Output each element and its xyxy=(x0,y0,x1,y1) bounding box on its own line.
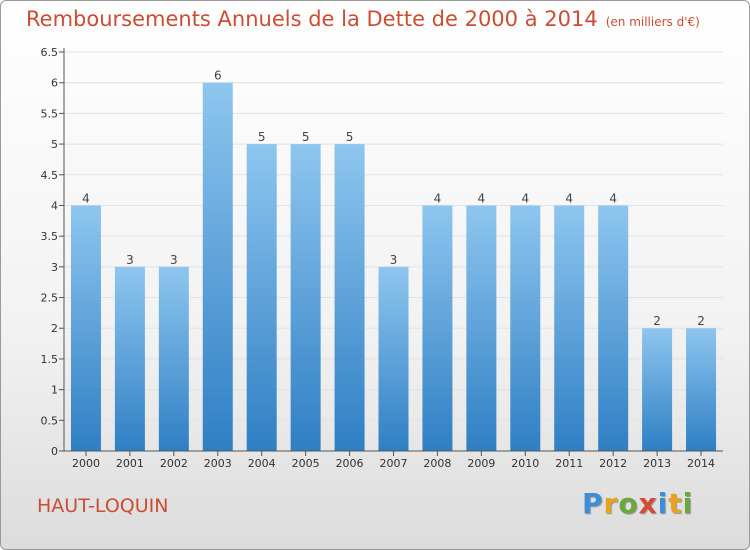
data-label: 4 xyxy=(565,191,573,205)
y-tick-label: 3 xyxy=(51,261,58,274)
y-tick-label: 6 xyxy=(51,77,58,90)
bar-2001 xyxy=(114,266,145,451)
bar-2014 xyxy=(686,328,717,451)
proxiti-logo: Proxiti xyxy=(582,487,694,520)
y-tick-label: 4.5 xyxy=(41,169,59,182)
data-label: 2 xyxy=(697,314,705,328)
y-tick-label: 5.5 xyxy=(41,107,59,120)
x-tick-label: 2010 xyxy=(511,457,539,470)
x-tick-label: 2009 xyxy=(467,457,495,470)
bar-2003 xyxy=(202,82,233,451)
data-label: 4 xyxy=(434,191,442,205)
y-tick-label: 2 xyxy=(51,322,58,335)
x-tick-label: 2003 xyxy=(204,457,232,470)
data-label: 4 xyxy=(82,191,90,205)
y-tick-label: 0.5 xyxy=(41,414,59,427)
y-tick-label: 1.5 xyxy=(41,353,59,366)
x-tick-label: 2013 xyxy=(643,457,671,470)
data-label: 2 xyxy=(653,314,661,328)
x-tick-label: 2007 xyxy=(380,457,408,470)
data-label: 5 xyxy=(346,130,354,144)
bar-2012 xyxy=(598,205,629,451)
data-label: 3 xyxy=(170,253,178,267)
y-tick-label: 6.5 xyxy=(41,46,59,59)
bar-2005 xyxy=(290,144,321,452)
bar-2006 xyxy=(334,144,365,452)
bar-2002 xyxy=(158,266,189,451)
y-tick-label: 4 xyxy=(51,199,58,212)
chart-title-text: Remboursements Annuels de la Dette de 20… xyxy=(26,7,598,31)
x-tick-label: 2001 xyxy=(116,457,144,470)
x-tick-label: 2000 xyxy=(72,457,100,470)
x-tick-label: 2011 xyxy=(555,457,583,470)
bar-2004 xyxy=(246,144,277,452)
bar-2009 xyxy=(466,205,497,451)
x-tick-label: 2004 xyxy=(248,457,276,470)
bar-2010 xyxy=(510,205,541,451)
chart-subtitle: (en milliers d'€) xyxy=(605,15,700,29)
x-tick-label: 2014 xyxy=(687,457,715,470)
y-tick-label: 1 xyxy=(51,384,58,397)
y-tick-label: 5 xyxy=(51,138,58,151)
x-tick-label: 2008 xyxy=(423,457,451,470)
x-tick-label: 2005 xyxy=(292,457,320,470)
y-tick-label: 3.5 xyxy=(41,230,59,243)
data-label: 3 xyxy=(126,253,134,267)
bar-2008 xyxy=(422,205,453,451)
data-label: 4 xyxy=(609,191,617,205)
bar-2000 xyxy=(70,205,101,451)
bar-2013 xyxy=(642,328,673,451)
data-label: 4 xyxy=(521,191,529,205)
data-label: 5 xyxy=(258,130,266,144)
data-label: 6 xyxy=(214,69,222,83)
data-label: 5 xyxy=(302,130,310,144)
x-tick-label: 2006 xyxy=(336,457,364,470)
chart-title: Remboursements Annuels de la Dette de 20… xyxy=(26,7,700,31)
data-label: 3 xyxy=(390,253,398,267)
y-tick-label: 2.5 xyxy=(41,292,59,305)
x-tick-label: 2002 xyxy=(160,457,188,470)
commune-name: HAUT-LOQUIN xyxy=(37,495,169,517)
data-label: 4 xyxy=(478,191,486,205)
bar-2007 xyxy=(378,266,409,451)
x-tick-label: 2012 xyxy=(599,457,627,470)
bar-2011 xyxy=(554,205,585,451)
y-tick-label: 0 xyxy=(51,445,58,458)
